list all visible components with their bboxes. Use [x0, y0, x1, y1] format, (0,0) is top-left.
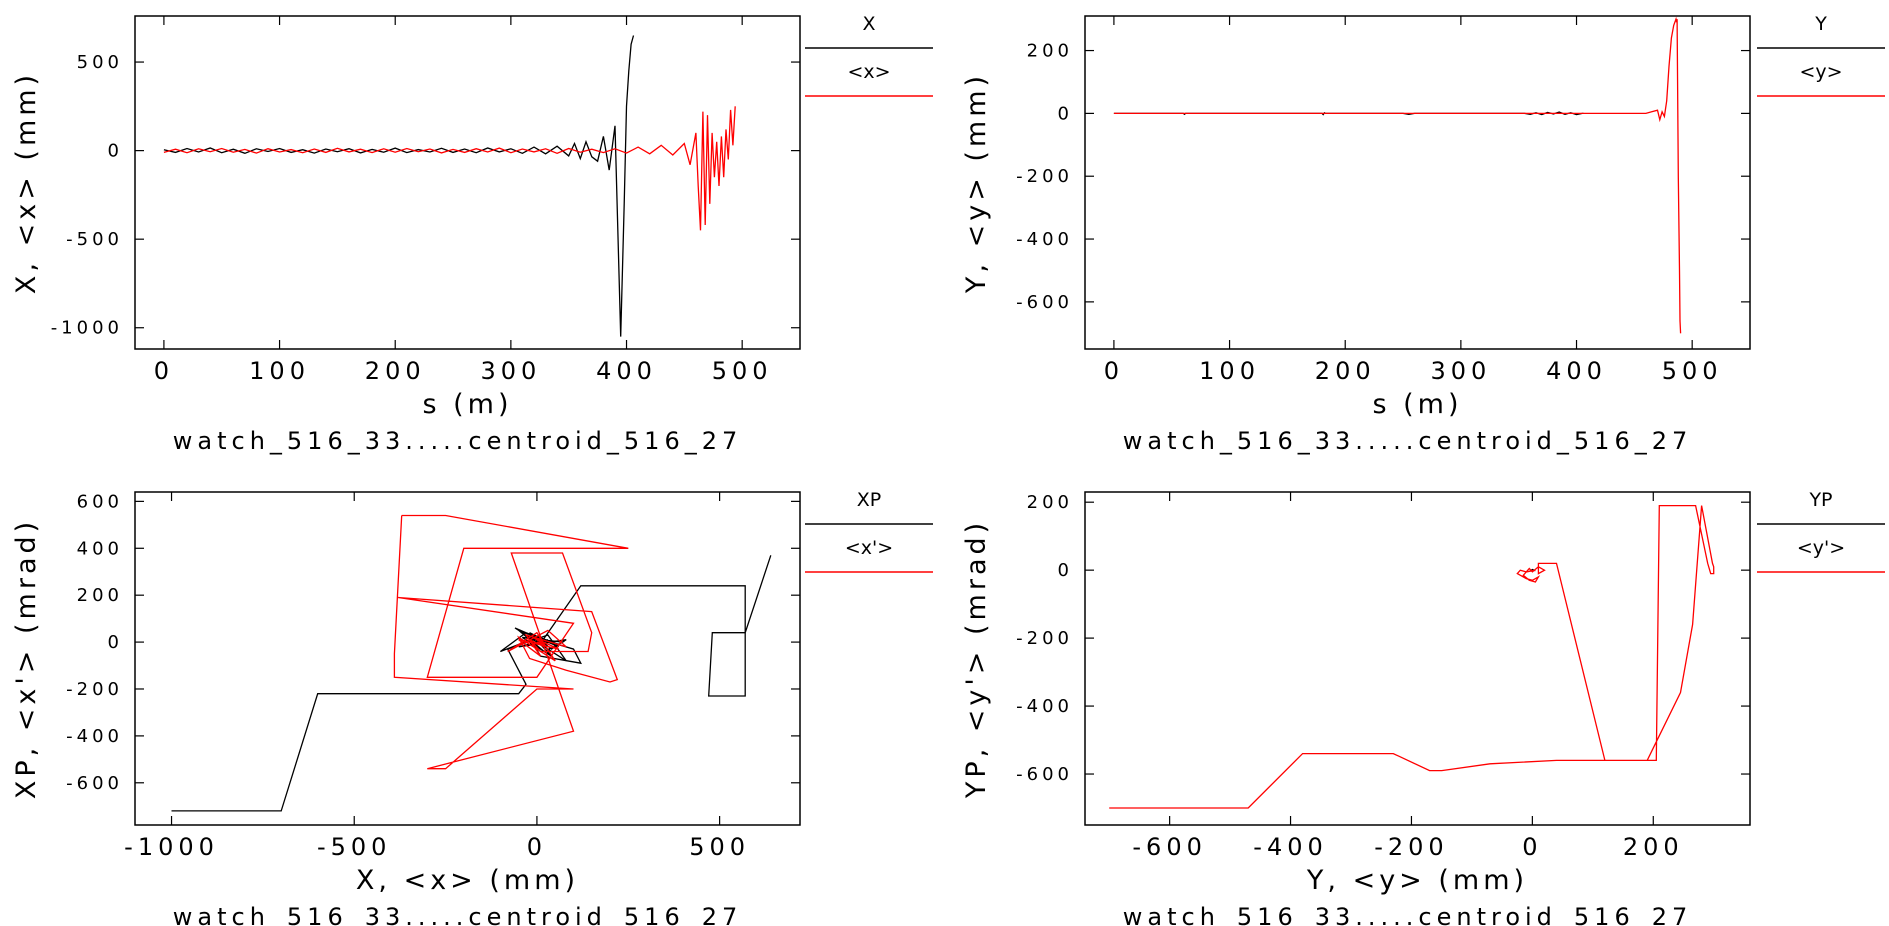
series-line-1	[171, 555, 772, 812]
series-line-1	[163, 35, 635, 337]
plot-caption: watch_516_33.....centroid_516_27	[1123, 903, 1693, 926]
legend-label: XP	[857, 489, 881, 511]
y-tick-label: 0	[1058, 560, 1073, 581]
x-tick-label: 500	[689, 833, 750, 861]
x-tick-label: 100	[1199, 357, 1260, 385]
y-axis-label: Y, <y> (mm)	[961, 72, 992, 294]
x-tick-label: 500	[712, 357, 773, 385]
y-tick-label: -200	[66, 679, 123, 700]
legend-label: <x'>	[845, 537, 893, 559]
x-tick-label: 200	[365, 357, 426, 385]
x-axis-label: Y, <y> (mm)	[1306, 865, 1528, 896]
x-tick-label: -200	[1374, 833, 1448, 861]
x-axis-label: s (m)	[422, 389, 512, 420]
x-tick-label: 300	[1430, 357, 1491, 385]
y-tick-label: 0	[108, 141, 123, 162]
x-tick-label: 300	[480, 357, 541, 385]
x-axis-label: s (m)	[1372, 389, 1462, 420]
y-tick-label: -200	[1016, 628, 1073, 649]
x-tick-label: 400	[596, 357, 657, 385]
legend-label: X	[862, 13, 875, 35]
x-tick-label: -600	[1132, 833, 1206, 861]
plot-frame	[134, 491, 801, 826]
x-tick-label: 500	[1662, 357, 1723, 385]
legend-label: <y>	[1799, 61, 1842, 83]
x-tick-label: 400	[1546, 357, 1607, 385]
chart-panel-2: 0 100 200 300 400 500 200 0 -200 -400 -600 s (m) Y, …	[961, 13, 1885, 455]
x-tick-label: 0	[1522, 833, 1542, 861]
y-tick-label: -400	[1016, 696, 1073, 717]
chart-panel-4: -600 -400 -200 0 200 200 0 -200 -400 -600 Y, <y> (…	[961, 489, 1885, 926]
x-tick-label: -500	[317, 833, 391, 861]
y-axis-label: X, <x> (mm)	[11, 71, 42, 294]
legend-label: <y'>	[1797, 537, 1845, 559]
y-tick-label: -200	[1016, 166, 1073, 187]
y-tick-label: 400	[77, 538, 123, 559]
y-axis-label: YP, <y'> (mrad)	[961, 519, 992, 799]
legend: X <x>	[805, 13, 933, 97]
series-line-2	[163, 106, 736, 231]
y-tick-label: 200	[77, 585, 123, 606]
x-tick-label: -1000	[124, 833, 219, 861]
y-tick-label: 200	[1027, 492, 1073, 513]
legend: Y <y>	[1757, 13, 1885, 97]
y-tick-label: -600	[1016, 764, 1073, 785]
plot-caption: watch_516_33.....centroid_516_27	[173, 903, 743, 926]
y-tick-label: 600	[77, 491, 123, 512]
x-tick-label: 200	[1623, 833, 1684, 861]
y-tick-label: 0	[1058, 103, 1073, 124]
x-tick-label: 0	[1104, 357, 1124, 385]
plot-caption: watch_516_33.....centroid_516_27	[1123, 427, 1693, 455]
plot-frame	[1084, 491, 1751, 826]
x-tick-label: 100	[249, 357, 310, 385]
plot-frame	[134, 15, 801, 350]
plot-caption: watch_516_33.....centroid_516_27	[173, 427, 743, 455]
x-tick-label: 0	[527, 833, 547, 861]
y-tick-label: 200	[1027, 41, 1073, 62]
legend: YP <y'>	[1757, 489, 1885, 573]
y-tick-label: 500	[77, 52, 123, 73]
y-tick-label: -600	[1016, 292, 1073, 313]
y-tick-label: -500	[66, 229, 123, 250]
y-axis-label: XP, <x'> (mrad)	[11, 518, 42, 799]
series-line-2	[1109, 504, 1715, 809]
y-tick-label: 0	[108, 632, 123, 653]
x-axis-label: X, <x> (mm)	[356, 865, 579, 896]
legend-label: <x>	[847, 61, 890, 83]
x-tick-label: 200	[1315, 357, 1376, 385]
y-tick-label: -400	[1016, 229, 1073, 250]
y-tick-label: -400	[66, 726, 123, 747]
legend: XP <x'>	[805, 489, 933, 573]
chart-panel-3: -1000 -500 0 500 600 400 200 0 -200 -400 -600 X, <x…	[11, 489, 933, 926]
x-tick-label: 0	[154, 357, 174, 385]
x-tick-label: -400	[1253, 833, 1327, 861]
plot-frame	[1084, 15, 1751, 350]
legend-label: YP	[1808, 489, 1832, 511]
y-tick-label: -1000	[51, 318, 123, 339]
legend-label: Y	[1814, 13, 1827, 35]
y-tick-label: -600	[66, 773, 123, 794]
series-line-2	[393, 514, 629, 770]
chart-panel-1: 0 100 200 300 400 500 500 0 -500 -1000 s (m) X, <x>…	[11, 13, 933, 455]
series-line-2	[1113, 16, 1682, 334]
